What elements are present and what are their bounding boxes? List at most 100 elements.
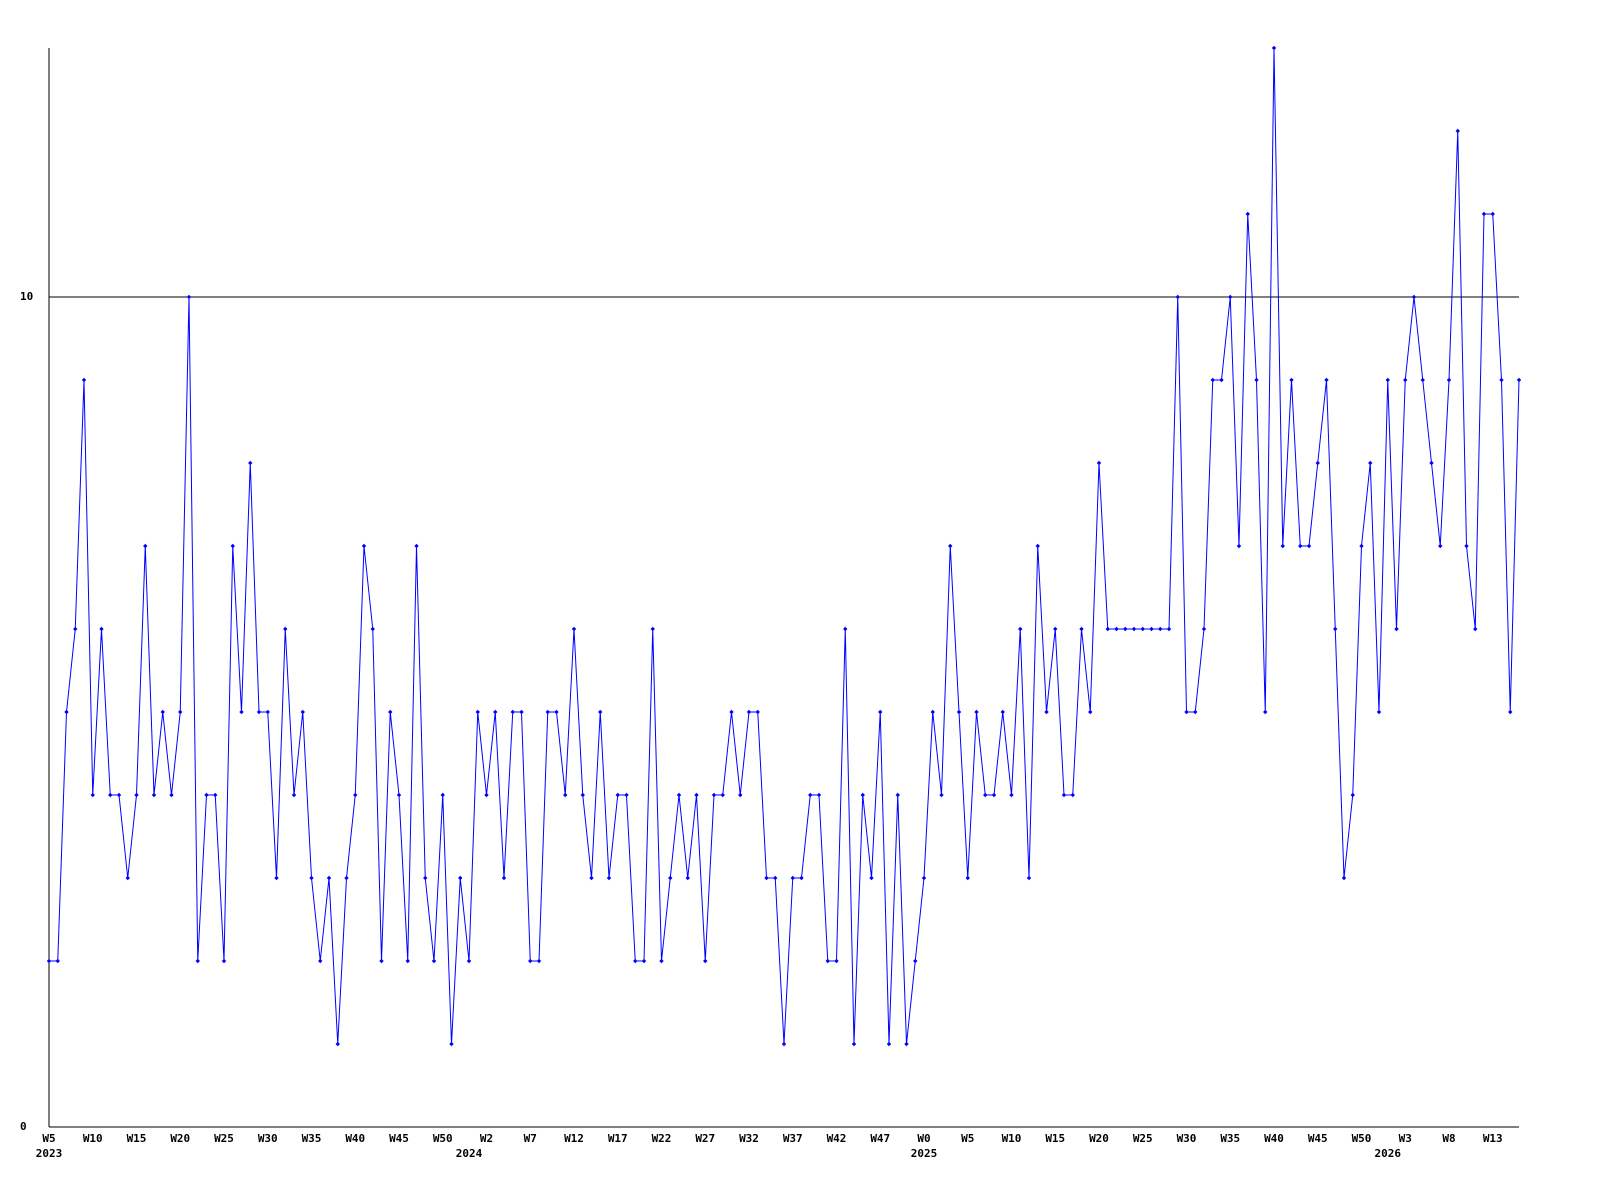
point bbox=[694, 792, 699, 798]
x-tick-label: W45 bbox=[1308, 1132, 1328, 1145]
point bbox=[528, 958, 533, 964]
point bbox=[991, 792, 997, 798]
point bbox=[1158, 626, 1163, 632]
point bbox=[1088, 709, 1093, 715]
point bbox=[1376, 709, 1382, 715]
point bbox=[1350, 792, 1355, 798]
point bbox=[816, 792, 822, 798]
point bbox=[738, 792, 743, 798]
x-tick-label: W8 bbox=[1442, 1132, 1455, 1145]
point bbox=[230, 543, 235, 549]
point bbox=[536, 958, 542, 964]
point bbox=[930, 709, 935, 715]
point bbox=[1368, 460, 1373, 466]
point bbox=[379, 958, 384, 964]
point bbox=[650, 626, 655, 632]
point bbox=[1044, 709, 1049, 715]
point bbox=[151, 792, 157, 798]
point bbox=[186, 294, 192, 300]
point bbox=[1061, 792, 1067, 798]
point bbox=[799, 875, 804, 881]
point bbox=[878, 709, 883, 715]
point bbox=[46, 958, 52, 964]
x-tick-label: W32 bbox=[739, 1132, 759, 1145]
x-tick-label: W22 bbox=[652, 1132, 672, 1145]
x-tick-label: W20 bbox=[170, 1132, 190, 1145]
point bbox=[886, 1041, 892, 1047]
x-tick-label: W35 bbox=[1220, 1132, 1240, 1145]
point bbox=[493, 709, 498, 715]
point bbox=[353, 792, 358, 798]
point bbox=[265, 709, 270, 715]
point bbox=[659, 958, 664, 964]
point bbox=[204, 792, 209, 798]
point bbox=[248, 460, 253, 466]
point bbox=[300, 709, 305, 715]
point bbox=[81, 377, 87, 383]
point bbox=[1324, 377, 1329, 383]
point bbox=[1026, 875, 1032, 881]
point bbox=[1131, 626, 1137, 632]
point bbox=[1254, 377, 1259, 383]
point bbox=[1429, 460, 1434, 466]
point bbox=[615, 792, 620, 798]
point bbox=[676, 792, 682, 798]
point bbox=[895, 792, 900, 798]
point bbox=[711, 792, 717, 798]
point bbox=[458, 875, 463, 881]
point bbox=[1096, 460, 1102, 466]
point bbox=[195, 958, 200, 964]
point bbox=[1201, 626, 1207, 632]
point bbox=[1140, 626, 1145, 632]
point bbox=[1175, 294, 1180, 300]
point bbox=[1446, 377, 1452, 383]
point bbox=[440, 792, 445, 798]
point bbox=[1490, 211, 1495, 217]
point bbox=[1000, 709, 1005, 715]
point bbox=[1280, 543, 1285, 549]
point bbox=[1271, 45, 1277, 51]
x-tick-label: W42 bbox=[827, 1132, 847, 1145]
point bbox=[1245, 211, 1250, 217]
point bbox=[729, 709, 734, 715]
point bbox=[178, 709, 183, 715]
point bbox=[685, 875, 690, 881]
point bbox=[169, 792, 174, 798]
point bbox=[1298, 543, 1303, 549]
point bbox=[1114, 626, 1119, 632]
point bbox=[624, 792, 629, 798]
point bbox=[484, 792, 489, 798]
point bbox=[361, 543, 367, 549]
point bbox=[668, 875, 673, 881]
x-tick-label: W45 bbox=[389, 1132, 409, 1145]
point bbox=[466, 958, 472, 964]
point bbox=[825, 958, 830, 964]
point bbox=[1210, 377, 1215, 383]
x-tick-label: W50 bbox=[1352, 1132, 1372, 1145]
point bbox=[160, 709, 165, 715]
point bbox=[475, 709, 480, 715]
point bbox=[1473, 626, 1478, 632]
year-label: 2025 bbox=[911, 1147, 938, 1160]
point bbox=[703, 958, 708, 964]
point bbox=[116, 792, 122, 798]
point bbox=[125, 875, 130, 881]
point bbox=[1481, 211, 1487, 217]
point bbox=[344, 875, 349, 881]
point bbox=[913, 958, 918, 964]
x-tick-label: W10 bbox=[1002, 1132, 1022, 1145]
point bbox=[554, 709, 559, 715]
point bbox=[545, 709, 550, 715]
x-tick-label: W13 bbox=[1483, 1132, 1503, 1145]
point bbox=[449, 1041, 454, 1047]
year-label: 2023 bbox=[36, 1147, 63, 1160]
point bbox=[1394, 626, 1399, 632]
point bbox=[1315, 460, 1320, 466]
point bbox=[781, 1041, 787, 1047]
point bbox=[860, 792, 865, 798]
x-tick-label: W30 bbox=[258, 1132, 278, 1145]
point bbox=[1341, 875, 1347, 881]
point bbox=[974, 709, 979, 715]
x-tick-label: W5 bbox=[961, 1132, 974, 1145]
